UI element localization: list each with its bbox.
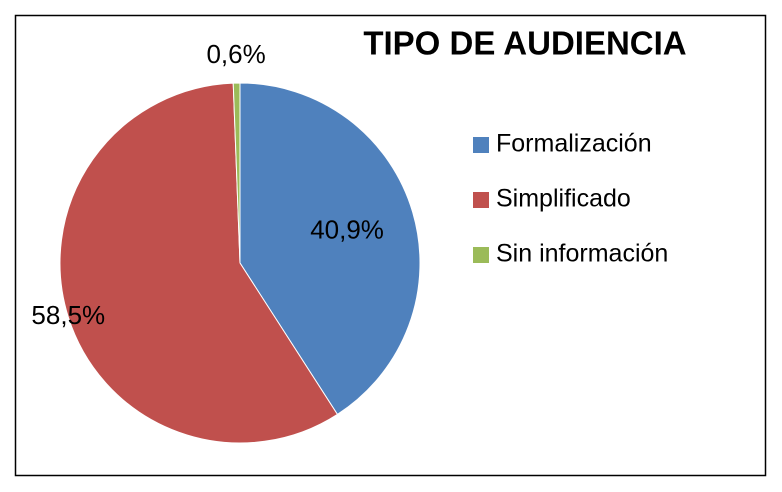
pie-slice xyxy=(239,82,421,416)
legend-label: Formalización xyxy=(496,130,652,158)
pie-slice xyxy=(59,82,339,444)
legend-label: Sin información xyxy=(496,240,668,268)
legend-swatch xyxy=(473,247,489,263)
legend-swatch xyxy=(473,137,489,153)
legend-swatch xyxy=(473,192,489,208)
chart-title: TIPO DE AUDIENCIA xyxy=(363,25,686,62)
pie-slice xyxy=(232,82,241,264)
data-label: 58,5% xyxy=(31,300,105,330)
legend-label: Simplificado xyxy=(496,185,631,213)
data-label: 0,6% xyxy=(206,39,265,69)
data-label: 40,9% xyxy=(310,214,384,244)
